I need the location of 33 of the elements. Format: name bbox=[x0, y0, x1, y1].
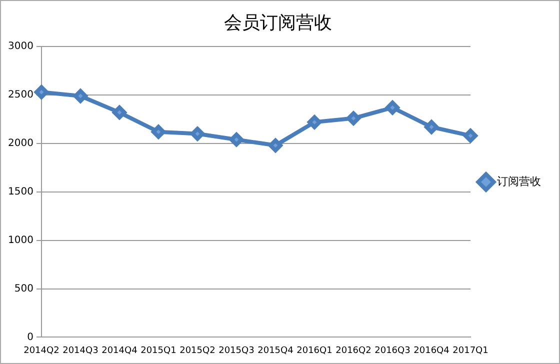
legend-label: 订阅营收 bbox=[497, 174, 541, 188]
y-tick-label: 0 bbox=[27, 332, 34, 343]
point bbox=[346, 111, 360, 126]
x-tick-label: 2015Q2 bbox=[180, 346, 216, 356]
point bbox=[112, 105, 126, 120]
point bbox=[268, 138, 282, 152]
x-tick-label: 2015Q1 bbox=[140, 346, 176, 356]
x-tick-label: 2016Q4 bbox=[414, 346, 450, 356]
y-tick-label: 2500 bbox=[8, 90, 34, 101]
point bbox=[424, 120, 438, 134]
point bbox=[307, 115, 322, 130]
point bbox=[229, 132, 244, 147]
x-tick-label: 2015Q4 bbox=[258, 346, 294, 356]
x-tick-label: 2014Q4 bbox=[102, 346, 138, 356]
x-tick-label: 2015Q3 bbox=[218, 346, 254, 356]
y-tick-label: 1000 bbox=[8, 234, 34, 246]
x-tick-label: 2014Q3 bbox=[62, 346, 98, 356]
point bbox=[73, 89, 88, 103]
x-tick-label: 2017Q1 bbox=[452, 346, 488, 356]
y-tick-label: 500 bbox=[14, 283, 34, 294]
point bbox=[385, 100, 400, 115]
point bbox=[34, 85, 48, 100]
point bbox=[464, 128, 478, 143]
x-tick-label: 2014Q2 bbox=[24, 346, 60, 356]
x-tick-label: 2016Q1 bbox=[296, 346, 332, 356]
x-tick-label: 2016Q2 bbox=[336, 346, 372, 356]
point bbox=[190, 126, 204, 141]
x-tick-label: 2016Q3 bbox=[374, 346, 410, 356]
y-tick-label: 2000 bbox=[8, 138, 34, 150]
y-tick-label: 1500 bbox=[8, 186, 34, 198]
point bbox=[151, 124, 166, 139]
chart-title: 会员订阅营收 bbox=[224, 12, 332, 34]
y-tick-label: 3000 bbox=[8, 41, 34, 52]
